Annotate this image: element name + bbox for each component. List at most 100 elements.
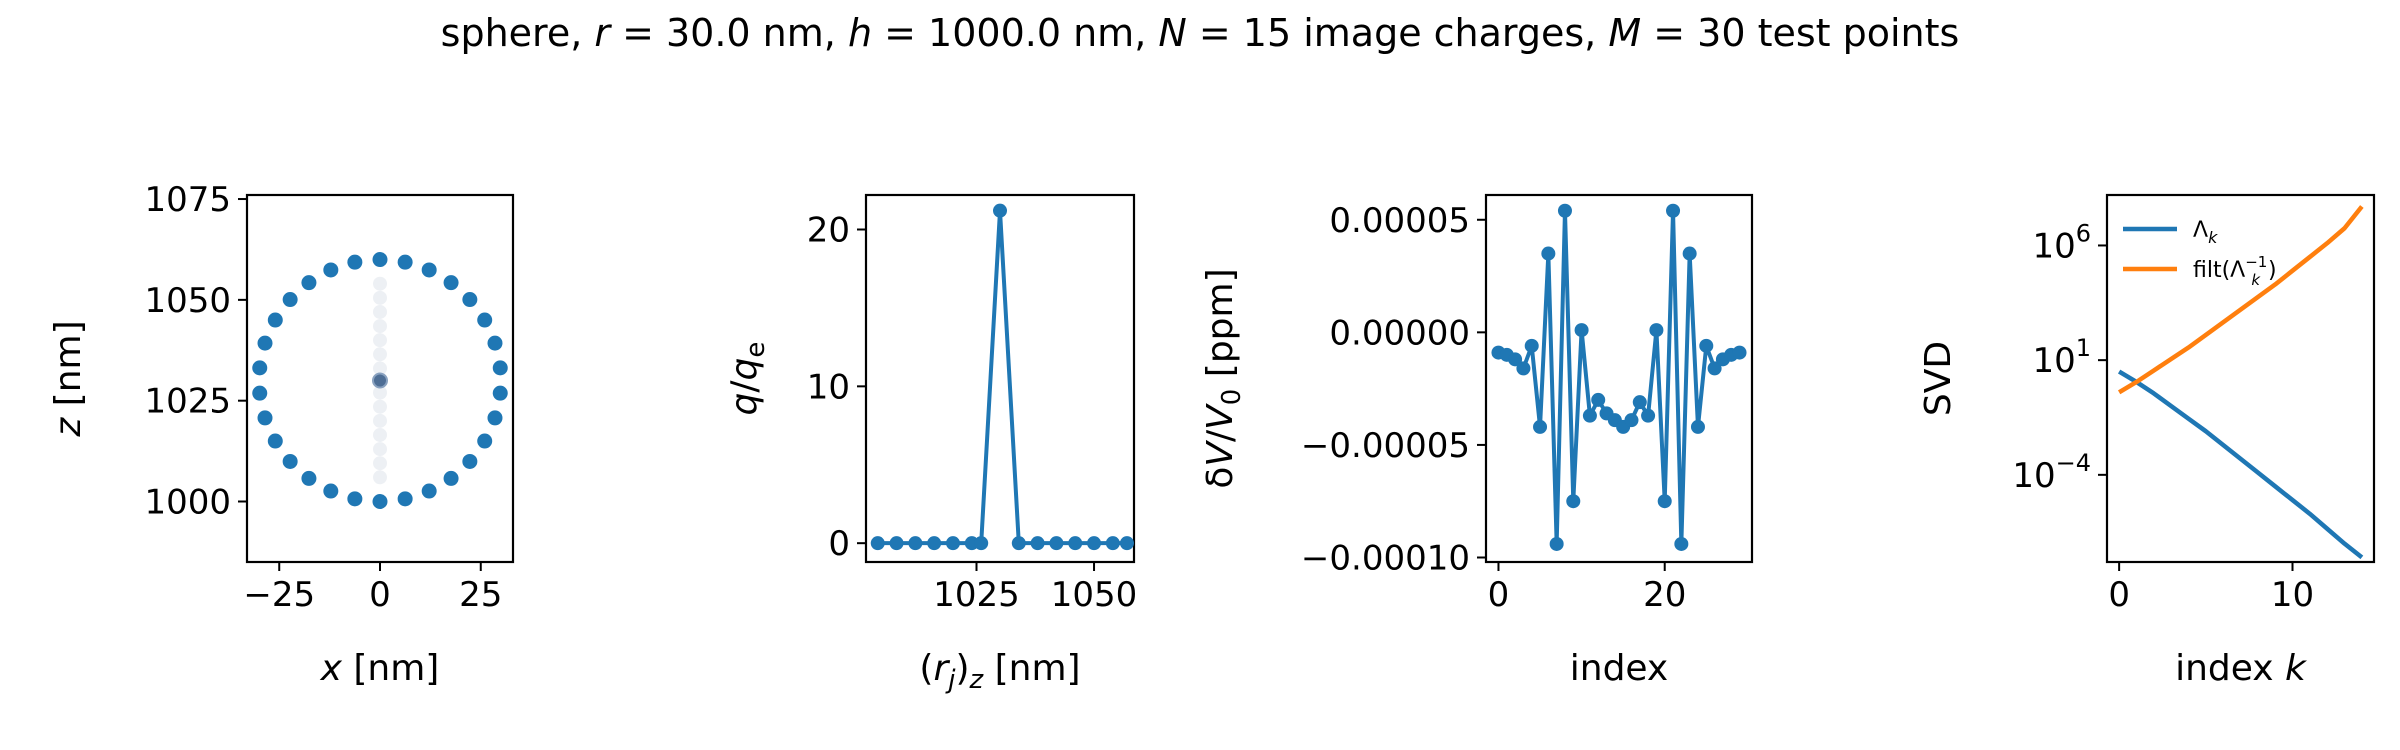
x-axis-label: (rj)z [nm] bbox=[919, 648, 1080, 695]
image-charge-point bbox=[373, 361, 387, 376]
data-point bbox=[945, 536, 960, 551]
data-point bbox=[1657, 494, 1672, 509]
series-line-lambda bbox=[2117, 369, 2364, 560]
test-point bbox=[301, 275, 317, 291]
x-tick-label: 1050 bbox=[1051, 575, 1138, 615]
axes-frame bbox=[2105, 193, 2376, 564]
series-line bbox=[1497, 208, 1741, 546]
y-tick-label: 10 bbox=[807, 367, 850, 407]
test-point bbox=[301, 470, 317, 486]
x-tick-label: 1025 bbox=[933, 575, 1020, 615]
test-point bbox=[323, 262, 339, 278]
test-point bbox=[257, 335, 273, 351]
y-axis-label: δV/V0 [ppm] bbox=[1200, 268, 1247, 488]
y-tick-label: 1025 bbox=[144, 382, 231, 422]
test-point bbox=[487, 410, 503, 426]
image-charge-point bbox=[373, 399, 387, 414]
data-point bbox=[1574, 323, 1589, 338]
x-tick-label: 0 bbox=[2108, 575, 2130, 615]
image-charge-point bbox=[373, 427, 387, 442]
test-point bbox=[462, 453, 478, 469]
y-tick-exponent: −4 bbox=[2056, 449, 2091, 477]
test-point bbox=[443, 470, 459, 486]
label-part: q bbox=[724, 358, 765, 381]
label-part: [nm] bbox=[48, 320, 89, 417]
label-part: index bbox=[1570, 648, 1669, 689]
test-point bbox=[443, 275, 459, 291]
axes-frame bbox=[864, 193, 1136, 564]
x-axis-label: x [nm] bbox=[320, 648, 440, 689]
y-tick-label: −0.00005 bbox=[1301, 426, 1470, 466]
label-part: [nm] bbox=[983, 648, 1080, 689]
y-tick-label: 1050 bbox=[144, 281, 231, 321]
image-charge-point bbox=[373, 442, 387, 457]
x-axis-label: index k bbox=[2175, 648, 2308, 689]
label-part: −1 bbox=[2245, 253, 2267, 271]
test-point bbox=[282, 292, 298, 308]
y-axis-label: z [nm] bbox=[48, 320, 89, 437]
label-part: z bbox=[969, 665, 985, 695]
label-part: z bbox=[48, 417, 89, 438]
x-tick-label: 0 bbox=[369, 575, 391, 615]
label-part: j bbox=[945, 665, 956, 695]
image-charge-point bbox=[373, 385, 387, 400]
data-point bbox=[1707, 361, 1722, 376]
y-tick-label: 10−4 bbox=[2012, 449, 2091, 496]
image-charge-point bbox=[373, 333, 387, 348]
y-tick-label: 20 bbox=[807, 211, 850, 251]
label-part: δ bbox=[1200, 467, 1241, 489]
data-point bbox=[1549, 536, 1564, 551]
axes-frame bbox=[1484, 193, 1754, 564]
label-part: e bbox=[741, 342, 771, 358]
y-tick-exponent: 6 bbox=[2076, 219, 2091, 247]
label-part: k bbox=[2285, 648, 2308, 689]
label-part: r bbox=[933, 648, 950, 689]
data-point bbox=[1541, 246, 1556, 261]
y-tick-label: 0 bbox=[828, 524, 850, 564]
label-part: 0 bbox=[1217, 389, 1247, 406]
label-part: x bbox=[320, 648, 343, 689]
label-part: ( bbox=[919, 648, 933, 689]
test-point bbox=[397, 254, 413, 270]
data-point bbox=[889, 536, 904, 551]
data-point bbox=[1105, 536, 1120, 551]
test-point bbox=[267, 312, 283, 328]
y-tick-label: 0.00005 bbox=[1329, 201, 1470, 241]
panel-potential-error: 0 200.000050.00000−0.00005−0.00010indexδV… bbox=[1200, 193, 1754, 689]
data-point bbox=[974, 536, 989, 551]
image-charge-point bbox=[373, 470, 387, 485]
image-charge-point bbox=[373, 319, 387, 334]
x-tick-label: 20 bbox=[1643, 575, 1686, 615]
test-point bbox=[347, 491, 363, 507]
data-point bbox=[1068, 536, 1083, 551]
label-part: V bbox=[1200, 440, 1241, 467]
test-point bbox=[372, 494, 388, 510]
image-charge-point bbox=[373, 290, 387, 305]
data-point bbox=[908, 536, 923, 551]
label-part: ) bbox=[955, 648, 969, 689]
series-line-filt bbox=[2117, 205, 2364, 395]
y-axis-label: SVD bbox=[1918, 341, 1959, 416]
label-part: V bbox=[1200, 403, 1241, 430]
center-point bbox=[372, 372, 388, 389]
test-point bbox=[477, 433, 493, 449]
data-point bbox=[1690, 419, 1705, 434]
x-tick-label: 25 bbox=[459, 575, 502, 615]
image-charge-point bbox=[373, 276, 387, 291]
label-part: k bbox=[2208, 228, 2218, 247]
data-point bbox=[1030, 536, 1045, 551]
test-point bbox=[267, 433, 283, 449]
image-charge-point bbox=[373, 347, 387, 362]
legend-label-lambda: Λk bbox=[2193, 218, 2218, 247]
test-point bbox=[397, 491, 413, 507]
data-point bbox=[1533, 419, 1548, 434]
x-tick-label: −25 bbox=[243, 575, 315, 615]
test-point bbox=[477, 312, 493, 328]
data-point bbox=[870, 536, 885, 551]
legend-label-filt: filt(Λ−1 k) bbox=[2193, 253, 2277, 289]
label-part: filt(Λ bbox=[2193, 258, 2245, 283]
